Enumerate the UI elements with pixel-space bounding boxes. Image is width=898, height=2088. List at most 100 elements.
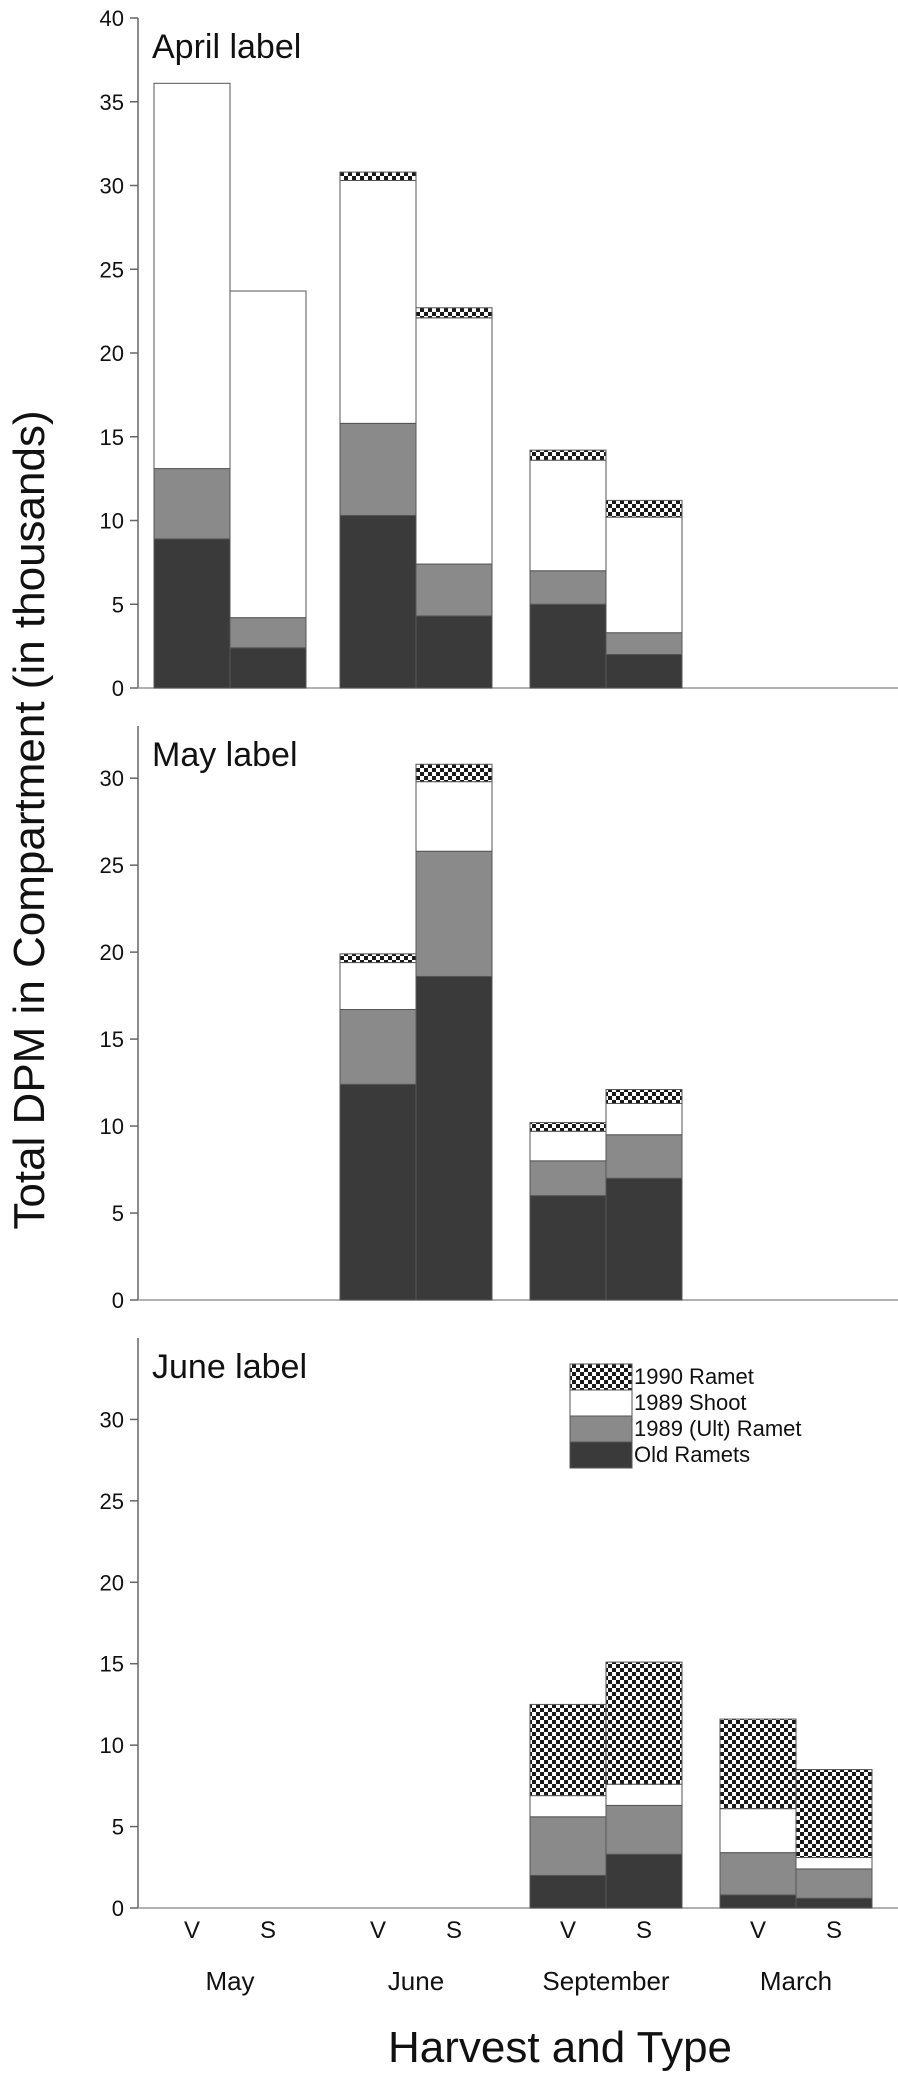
bar-type-label: S (636, 1917, 652, 1944)
segment-1990-ramet (605, 499, 683, 518)
panel-label: June label (152, 1348, 307, 1386)
segment-1989-shoot (605, 1783, 683, 1806)
y-tick-label: 40 (100, 6, 124, 31)
y-tick-label: 10 (100, 509, 124, 534)
y-tick-label: 30 (100, 174, 124, 199)
segment-1989-shoot (719, 1808, 797, 1854)
segment-old-ramets (605, 1177, 683, 1301)
legend-swatch-1989-shoot (569, 1389, 633, 1417)
segment-1990-ramet (529, 449, 607, 461)
segment-1989-ult-ramet (415, 563, 493, 617)
segment-1990-ramet (415, 763, 493, 783)
y-tick-label: 15 (100, 425, 124, 450)
segment-old-ramets (415, 615, 493, 689)
segment-1989-shoot (795, 1857, 873, 1870)
y-tick-label: 0 (112, 676, 124, 701)
segment-old-ramets (795, 1897, 873, 1909)
segment-1989-shoot (415, 317, 493, 565)
segment-1989-ult-ramet (229, 617, 307, 649)
bar-type-label: S (260, 1917, 276, 1944)
segment-old-ramets (229, 647, 307, 689)
legend-label: Old Ramets (634, 1442, 750, 1467)
y-tick-label: 20 (100, 1570, 124, 1595)
bar-type-label: V (370, 1917, 386, 1944)
y-tick-label: 5 (112, 1815, 124, 1840)
segment-1989-shoot (529, 1795, 607, 1818)
segment-old-ramets (605, 654, 683, 689)
segment-old-ramets (153, 538, 231, 689)
segment-1990-ramet (605, 1661, 683, 1785)
bar-september-v (529, 449, 607, 689)
bar-type-label: V (750, 1917, 766, 1944)
panel-label: May label (152, 736, 298, 774)
segment-1989-ult-ramet (605, 1804, 683, 1855)
segment-1990-ramet (529, 1122, 607, 1132)
bar-june-v (339, 953, 417, 1301)
segment-1990-ramet (339, 171, 417, 181)
y-tick-label: 30 (100, 766, 124, 791)
legend-label: 1989 Shoot (634, 1390, 747, 1415)
segment-old-ramets (529, 603, 607, 689)
segment-1990-ramet (719, 1718, 797, 1810)
segment-1989-ult-ramet (529, 1816, 607, 1876)
panel-april-label: 0 5 10 15 20 25 30 35 40 April label (100, 6, 898, 701)
segment-1989-shoot (529, 459, 607, 572)
legend-swatch-old-ramets (569, 1441, 633, 1469)
segment-1989-shoot (415, 781, 493, 852)
bar-june-s (415, 763, 493, 1301)
y-axis-title: Total DPM in Compartment (in thousands) (5, 410, 54, 1229)
segment-old-ramets (339, 1083, 417, 1301)
segment-1989-ult-ramet (795, 1868, 873, 1899)
segment-1989-shoot (153, 82, 231, 470)
y-tick-label: 35 (100, 90, 124, 115)
y-tick-label: 25 (100, 257, 124, 282)
bar-june-v (339, 171, 417, 689)
y-tick-label: 30 (100, 1407, 124, 1432)
y-tick-label: 25 (100, 1489, 124, 1514)
segment-1989-ult-ramet (529, 570, 607, 605)
segment-1989-shoot (605, 516, 683, 634)
bar-september-v (529, 1122, 607, 1301)
y-tick-label: 20 (100, 341, 124, 366)
segment-1989-shoot (339, 962, 417, 1011)
bar-may-s (229, 290, 307, 689)
segment-1989-ult-ramet (415, 850, 493, 977)
y-tick-label: 15 (100, 1652, 124, 1677)
bar-type-label: V (560, 1917, 576, 1944)
bar-type-label: V (184, 1917, 200, 1944)
segment-old-ramets (415, 975, 493, 1301)
legend-swatch-1989-ult-ramet (569, 1415, 633, 1443)
y-tick-label: 5 (112, 592, 124, 617)
bar-type-label: S (826, 1917, 842, 1944)
segment-1989-shoot (605, 1102, 683, 1136)
group-label: September (542, 1966, 670, 1996)
group-label: May (205, 1966, 254, 1996)
panel-june-label: 0 5 10 15 20 25 30 June label (100, 1338, 898, 1921)
segment-old-ramets (339, 514, 417, 689)
y-tick-label: 0 (112, 1288, 124, 1313)
segment-1989-ult-ramet (529, 1160, 607, 1197)
y-tick-label: 25 (100, 853, 124, 878)
bar-september-v (529, 1703, 607, 1909)
y-tick-label: 5 (112, 1201, 124, 1226)
segment-1990-ramet (339, 953, 417, 964)
segment-old-ramets (719, 1894, 797, 1909)
segment-1989-ult-ramet (605, 632, 683, 655)
group-label: June (388, 1966, 444, 1996)
segment-1990-ramet (795, 1769, 873, 1859)
y-tick-label: 15 (100, 1027, 124, 1052)
segment-1989-ult-ramet (605, 1134, 683, 1179)
segment-1989-shoot (529, 1130, 607, 1162)
bar-september-s (605, 499, 683, 689)
y-tick-label: 10 (100, 1733, 124, 1758)
bar-type-label: S (446, 1917, 462, 1944)
bar-september-s (605, 1089, 683, 1301)
legend-label: 1990 Ramet (634, 1364, 754, 1389)
legend-swatch-1990-ramet (569, 1363, 633, 1391)
panel-may-label: 0 5 10 15 20 25 30 May label (100, 726, 898, 1313)
panel-label: April label (152, 28, 301, 66)
y-tick-label: 0 (112, 1896, 124, 1921)
segment-1989-ult-ramet (339, 422, 417, 516)
segment-1990-ramet (415, 307, 493, 319)
